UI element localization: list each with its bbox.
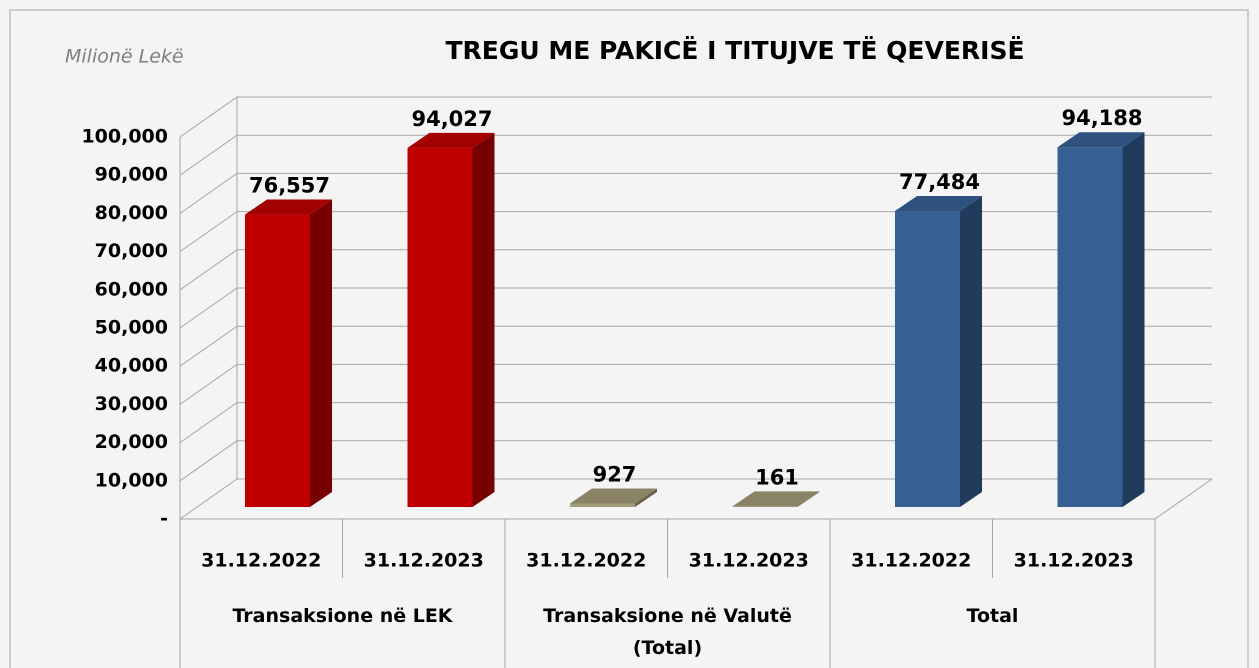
x-tick-label: 31.12.2022: [851, 550, 971, 572]
x-tick-label: 31.12.2022: [526, 550, 646, 572]
x-tick-label: 31.12.2022: [201, 550, 321, 572]
grid-line: [179, 402, 1212, 444]
grid-line: [179, 211, 1212, 253]
data-label: 94,188: [1061, 106, 1142, 130]
group-label: Transaksione në Valutë (Total): [543, 605, 792, 659]
group-label: Total: [966, 605, 1019, 627]
y-tick-label: 40,000: [95, 355, 168, 377]
floor: [180, 478, 1213, 520]
bar-side: [960, 196, 982, 508]
data-label: 927: [593, 462, 637, 486]
bar-front: [570, 503, 635, 507]
bar-front: [732, 506, 798, 507]
grid-line: [179, 325, 1212, 367]
bar-side: [1122, 132, 1145, 507]
grid-line: [179, 172, 1212, 214]
group-label: Transaksione në LEK: [232, 605, 453, 627]
grid-line: [179, 287, 1212, 329]
y-tick-label: 60,000: [95, 278, 168, 300]
y-tick-label: 70,000: [95, 240, 168, 262]
y-tick-label: 80,000: [95, 202, 168, 224]
bar-front: [1057, 147, 1123, 507]
data-label: 77,484: [899, 170, 980, 194]
y-tick-label: 50,000: [95, 317, 168, 339]
y-tick-label: 90,000: [95, 164, 168, 186]
y-tick-label: 10,000: [95, 469, 168, 491]
bar-top: [245, 199, 332, 215]
y-tick-label: 100,000: [81, 126, 168, 148]
grid-line: [179, 363, 1212, 405]
y-tick-label: 30,000: [95, 393, 168, 415]
bar-top: [570, 488, 657, 504]
x-tick-label: 31.12.2023: [364, 550, 484, 572]
bar-top: [1057, 132, 1145, 148]
grid-line: [179, 249, 1212, 291]
grid-line: [179, 96, 1212, 138]
bar-side: [310, 199, 332, 508]
grid-line: [179, 478, 1212, 520]
grid-line: [179, 134, 1212, 176]
data-label: 94,027: [411, 107, 492, 131]
bar-top: [895, 196, 982, 212]
data-label: 161: [755, 465, 799, 489]
data-label: 76,557: [249, 174, 330, 198]
y-tick-label: -: [160, 508, 168, 530]
bar-side: [472, 132, 495, 507]
x-tick-label: 31.12.2023: [689, 550, 809, 572]
bar-front: [895, 211, 960, 508]
frame: [9, 9, 1249, 668]
bar-top: [732, 491, 820, 507]
bar-side: [635, 488, 657, 507]
bar-front: [245, 214, 310, 508]
bar-front: [407, 147, 473, 507]
unit-label: Milionë Lekë: [65, 46, 184, 68]
chart-title: TREGU ME PAKICË I TITUJVE TË QEVERISË: [445, 35, 1024, 65]
bar-side: [797, 491, 820, 507]
bar-top: [407, 132, 495, 148]
grid-line: [179, 440, 1212, 482]
y-tick-label: 20,000: [95, 431, 168, 453]
x-tick-label: 31.12.2023: [1014, 550, 1134, 572]
